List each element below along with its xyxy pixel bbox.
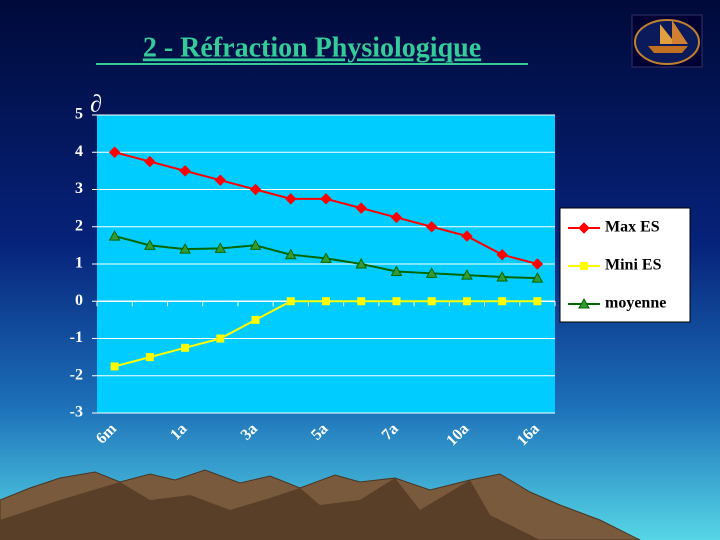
- y-tick-label: 4: [75, 143, 83, 160]
- marker: [143, 239, 156, 250]
- y-tick-label: -2: [70, 366, 83, 383]
- marker: [533, 297, 542, 306]
- marker: [144, 155, 156, 168]
- y-tick-label: 3: [75, 180, 83, 197]
- legend-marker: [578, 297, 590, 309]
- logo: [631, 14, 703, 68]
- marker: [179, 243, 191, 254]
- marker: [320, 193, 332, 205]
- title: 2 - Réfraction Physiologique: [143, 32, 481, 63]
- marker: [355, 257, 368, 269]
- marker: [425, 267, 438, 278]
- marker: [531, 258, 544, 270]
- marker: [427, 297, 436, 306]
- y-tick-label: -1: [70, 329, 83, 346]
- marker: [355, 202, 367, 214]
- marker: [496, 248, 508, 261]
- marker: [216, 334, 225, 343]
- legend-label: moyenne: [605, 295, 666, 312]
- marker: [320, 252, 332, 263]
- legend-marker: [578, 222, 590, 234]
- marker: [322, 297, 330, 306]
- marker: [251, 315, 260, 324]
- marker: [181, 343, 190, 352]
- marker: [496, 271, 509, 282]
- marker: [531, 272, 544, 283]
- marker: [357, 297, 366, 306]
- marker: [461, 269, 473, 280]
- mountain-shadow: [0, 478, 540, 540]
- marker: [284, 248, 297, 260]
- y-tick-label: 2: [75, 217, 83, 234]
- marker: [108, 230, 121, 241]
- legend-marker: [580, 262, 588, 270]
- y-tick-label: 1: [75, 255, 83, 272]
- marker: [392, 297, 401, 306]
- marker: [179, 165, 191, 177]
- marker: [214, 242, 227, 253]
- marker: [145, 353, 154, 362]
- marker: [249, 183, 262, 196]
- marker: [462, 297, 471, 306]
- marker: [390, 211, 403, 224]
- y-tick-label: 5: [75, 106, 83, 123]
- marker: [425, 221, 438, 233]
- marker: [214, 174, 227, 186]
- marker: [110, 362, 119, 371]
- legend-label: Mini ES: [605, 257, 662, 274]
- legend-label: Max ES: [605, 219, 660, 236]
- marker: [286, 297, 295, 306]
- marker: [390, 265, 403, 276]
- y-tick-label: 0: [75, 292, 83, 309]
- marker: [108, 146, 121, 158]
- y-tick-label: -3: [70, 404, 83, 421]
- y-axis-label: ∂: [90, 92, 102, 118]
- marker: [249, 239, 262, 250]
- marker: [498, 297, 507, 306]
- marker: [285, 193, 297, 205]
- marker: [461, 230, 473, 242]
